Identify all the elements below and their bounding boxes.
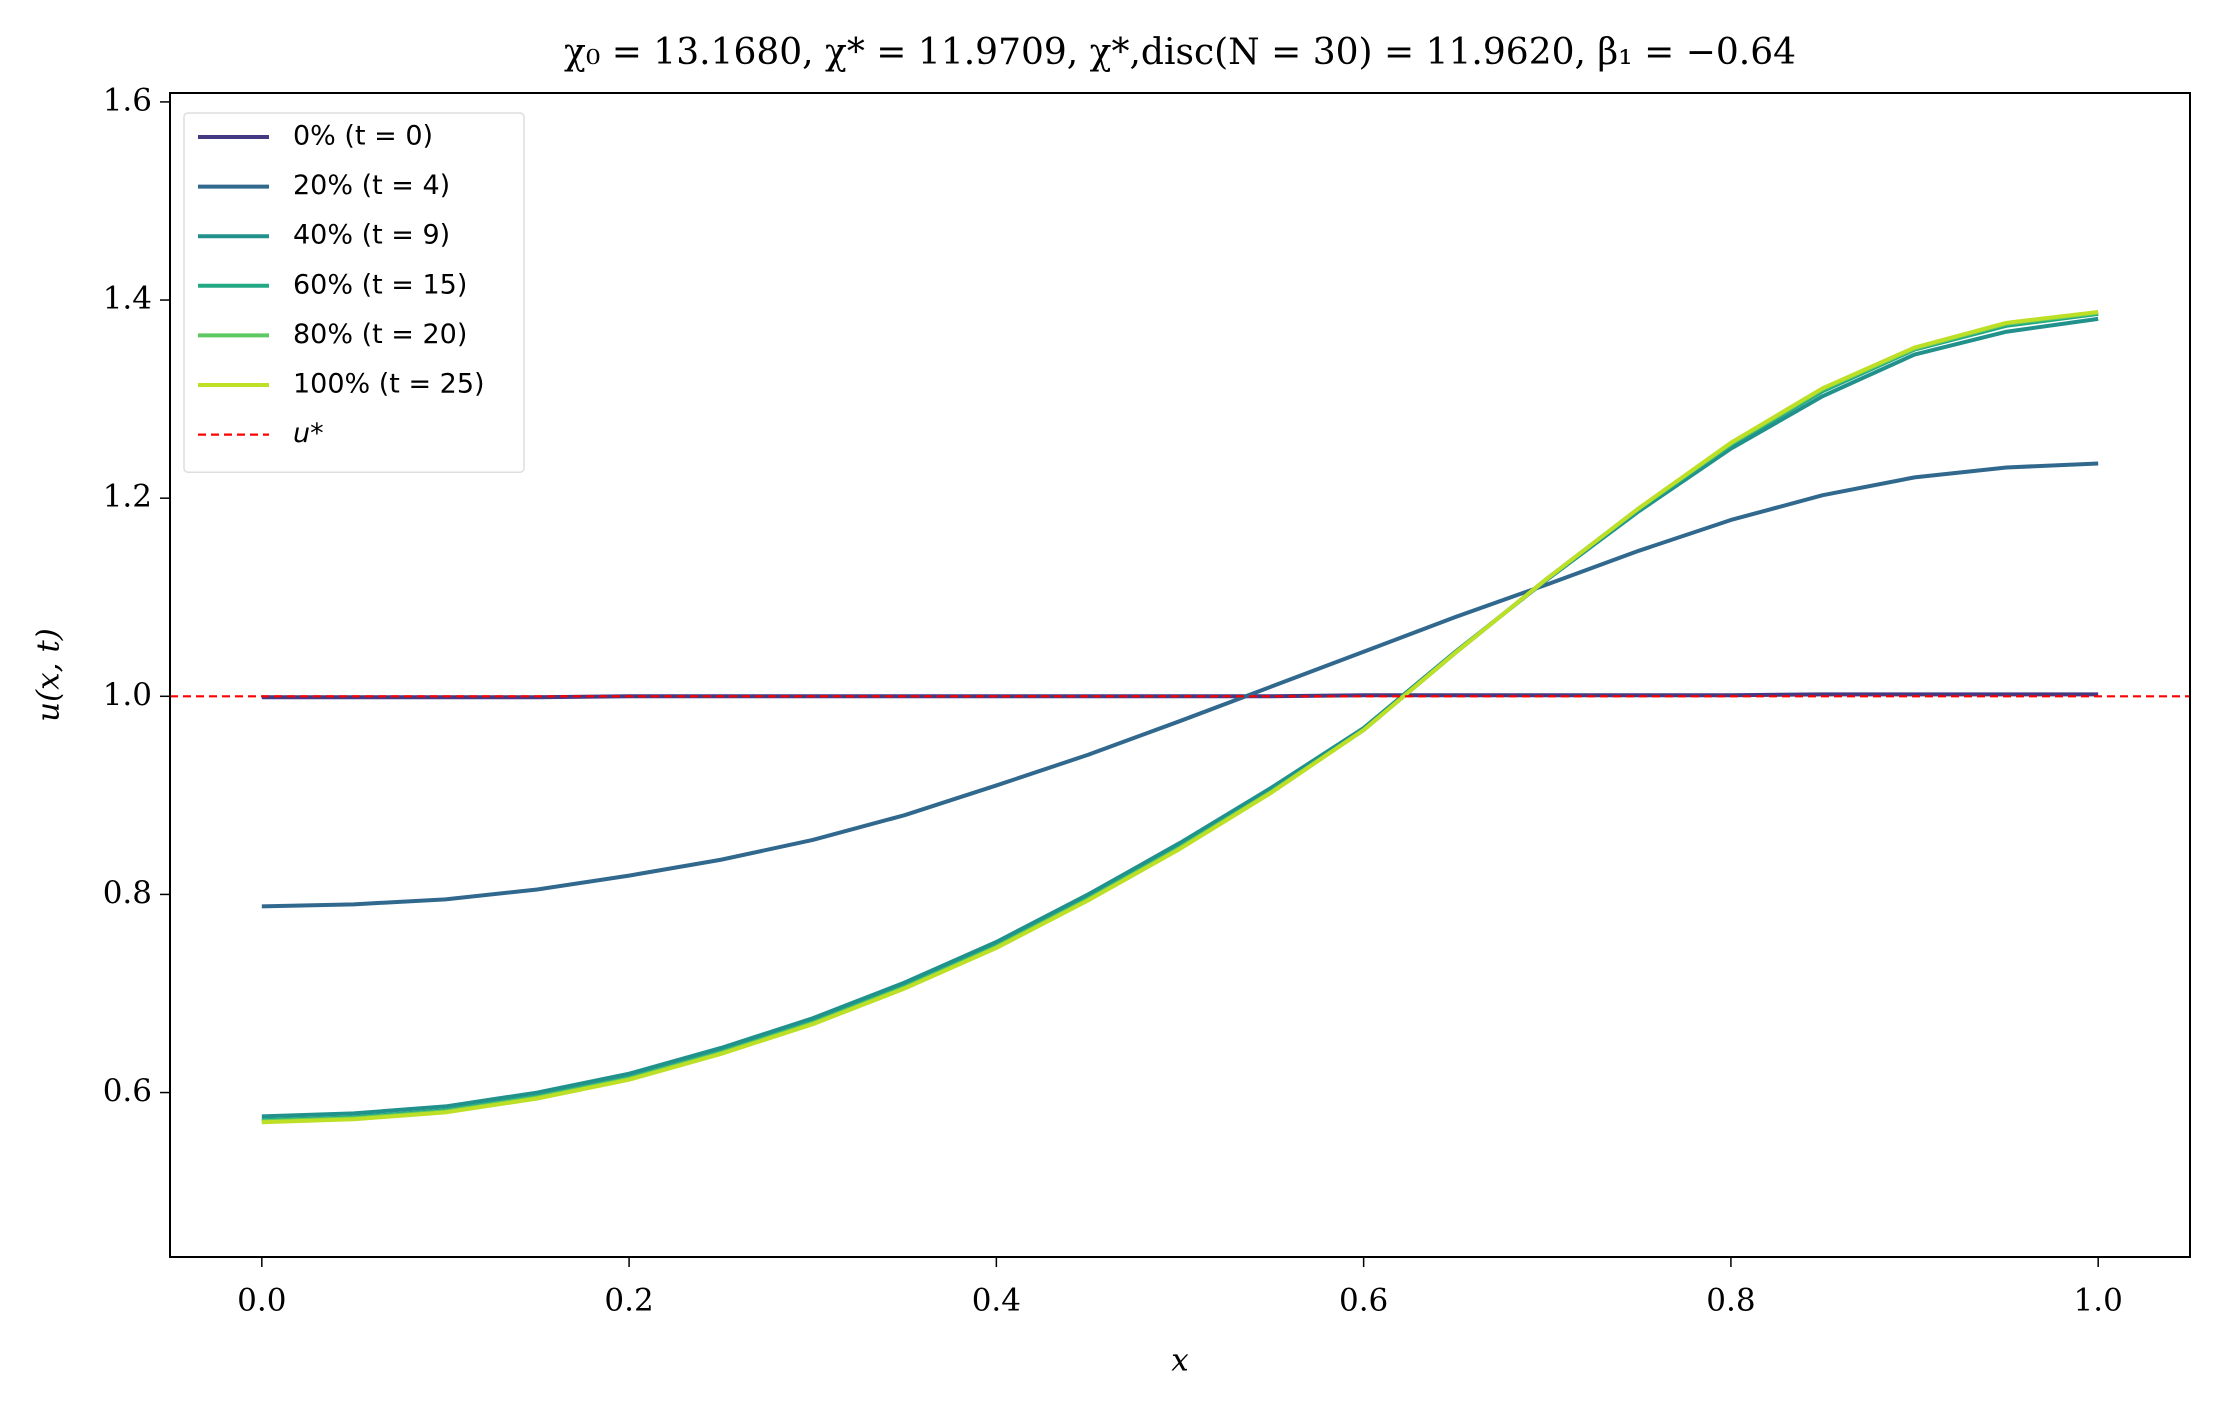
y-tick-label: 1.2 — [103, 479, 152, 515]
y-tick-label: 1.4 — [103, 281, 152, 317]
y-tick-label: 1.6 — [103, 82, 152, 118]
series-line — [261, 309, 2099, 1125]
legend-label: 100% (t = 25) — [293, 369, 485, 400]
series-line — [261, 461, 2099, 909]
x-tick-label: 0.4 — [972, 1283, 1021, 1319]
chart-title: χ₀ = 13.1680, χ* = 11.9709, χ*,disc(N = … — [564, 32, 1796, 73]
y-tick-label: 0.8 — [103, 875, 152, 911]
y-axis-label: u(x, t) — [31, 628, 67, 722]
legend-box — [183, 112, 525, 473]
legend-label: 0% (t = 0) — [293, 121, 433, 152]
legend-label: u* — [293, 418, 324, 449]
legend: 0% (t = 0) 20% (t = 4) 40% (t = 9) 60% (t =… — [183, 112, 525, 473]
x-axis-label: x — [1171, 1343, 1189, 1379]
x-tick-label: 0.2 — [604, 1283, 653, 1319]
x-tick-label: 0.8 — [1706, 1283, 1755, 1319]
legend-label: 80% (t = 20) — [293, 319, 467, 350]
x-tick-label: 0.6 — [1339, 1283, 1388, 1319]
x-tick-label: 1.0 — [2074, 1283, 2123, 1319]
legend-label: 60% (t = 15) — [293, 269, 467, 300]
legend-label: 40% (t = 9) — [293, 220, 450, 251]
y-tick-label: 1.0 — [103, 677, 152, 713]
x-tick-label: 0.0 — [237, 1283, 286, 1319]
legend-label: 20% (t = 4) — [293, 170, 450, 201]
plot-frame — [169, 92, 2191, 1258]
y-tick-label: 0.6 — [103, 1073, 152, 1109]
series-line — [261, 316, 2099, 1119]
